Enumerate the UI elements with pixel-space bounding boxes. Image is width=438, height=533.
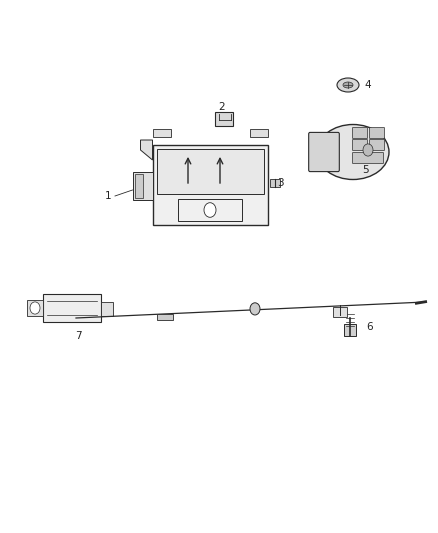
FancyBboxPatch shape bbox=[152, 129, 170, 137]
FancyBboxPatch shape bbox=[134, 174, 142, 198]
Circle shape bbox=[204, 203, 216, 217]
Text: 4: 4 bbox=[364, 80, 371, 90]
Text: 3: 3 bbox=[277, 178, 284, 188]
FancyBboxPatch shape bbox=[333, 308, 347, 318]
FancyBboxPatch shape bbox=[353, 152, 383, 164]
FancyBboxPatch shape bbox=[101, 302, 113, 316]
Text: 1: 1 bbox=[105, 191, 112, 201]
Text: 7: 7 bbox=[75, 331, 81, 341]
FancyBboxPatch shape bbox=[270, 179, 280, 187]
Circle shape bbox=[363, 144, 373, 156]
Text: 5: 5 bbox=[362, 165, 369, 175]
Polygon shape bbox=[141, 140, 152, 160]
FancyBboxPatch shape bbox=[215, 112, 233, 126]
FancyBboxPatch shape bbox=[370, 127, 385, 139]
Ellipse shape bbox=[343, 82, 353, 88]
Text: 6: 6 bbox=[366, 322, 373, 332]
FancyBboxPatch shape bbox=[177, 199, 243, 221]
FancyBboxPatch shape bbox=[133, 172, 152, 200]
FancyBboxPatch shape bbox=[157, 314, 173, 320]
Circle shape bbox=[30, 302, 40, 314]
FancyBboxPatch shape bbox=[344, 324, 356, 336]
FancyBboxPatch shape bbox=[43, 294, 101, 322]
FancyBboxPatch shape bbox=[27, 300, 43, 316]
FancyBboxPatch shape bbox=[370, 140, 385, 150]
FancyBboxPatch shape bbox=[156, 149, 264, 194]
FancyBboxPatch shape bbox=[353, 140, 367, 150]
FancyBboxPatch shape bbox=[152, 145, 268, 225]
FancyBboxPatch shape bbox=[309, 132, 339, 172]
FancyBboxPatch shape bbox=[250, 129, 268, 137]
Ellipse shape bbox=[317, 125, 389, 180]
Circle shape bbox=[250, 303, 260, 315]
Text: 2: 2 bbox=[218, 102, 225, 112]
Ellipse shape bbox=[337, 78, 359, 92]
FancyBboxPatch shape bbox=[353, 127, 367, 139]
